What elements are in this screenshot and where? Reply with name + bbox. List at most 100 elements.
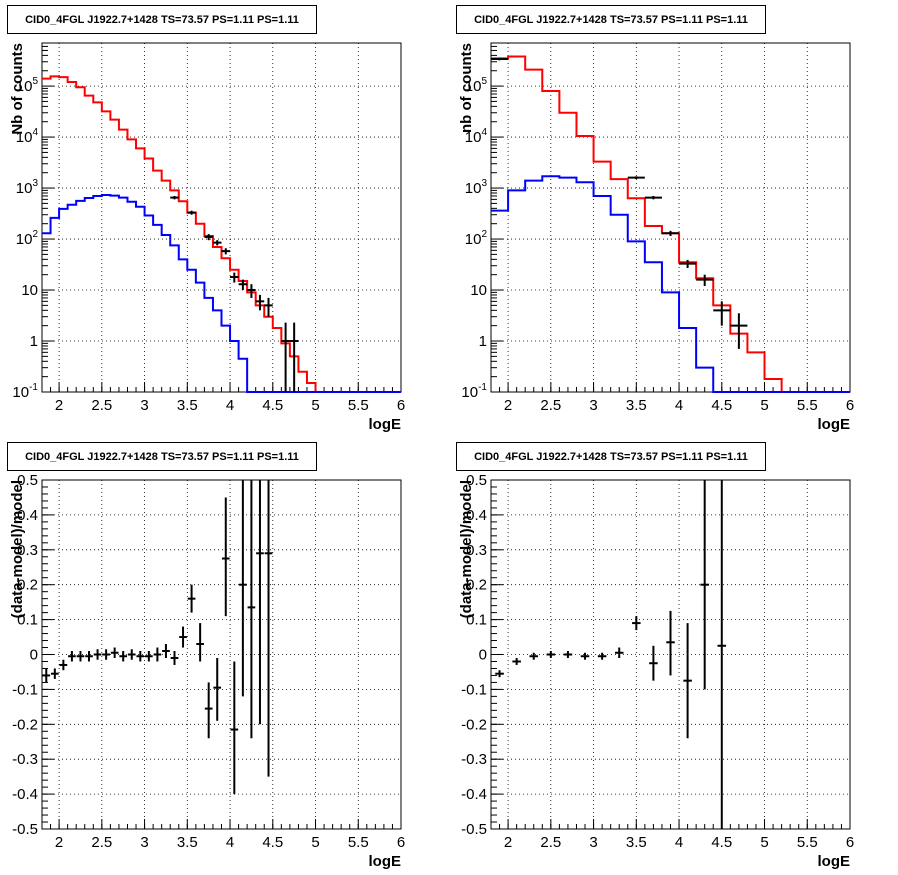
- data-point: [204, 682, 213, 739]
- data-point: [93, 649, 102, 660]
- data-point: [238, 279, 248, 291]
- y-tick-label: 0.4: [466, 507, 487, 524]
- data-point: [512, 657, 521, 665]
- data-point: [491, 57, 509, 61]
- x-tick-label: 2: [55, 397, 63, 414]
- y-tick-label: 0.4: [17, 507, 38, 524]
- x-axis-label: logE: [369, 853, 402, 870]
- x-tick-label: 2.5: [540, 397, 561, 414]
- axis-ticks: [490, 42, 851, 393]
- data-point: [644, 195, 662, 200]
- series-line: [491, 175, 850, 393]
- x-tick-label: 2: [504, 834, 512, 851]
- chart-svg: 2 2.5 3 3.5 4 4.5 5 5.5 6 -0.5 -0.4 -0.3 -0.2 -0.1 0 0.…: [458, 472, 854, 870]
- y-tick-label: -0.5: [461, 821, 487, 838]
- data-point: [730, 313, 748, 349]
- y-axis-label: (data-model)/model: [9, 480, 26, 618]
- x-tick-label: 2.5: [91, 397, 112, 414]
- y-tick-label: 0.3: [17, 542, 38, 559]
- y-axis-label: (data-model)/model: [458, 480, 475, 618]
- data-point: [110, 647, 119, 658]
- data-point: [289, 322, 299, 392]
- data-point: [679, 259, 697, 269]
- data-point: [170, 195, 179, 200]
- data-point: [264, 297, 273, 317]
- x-tick-label: 6: [397, 834, 405, 851]
- x-tick-label: 3.5: [177, 834, 198, 851]
- y-tick-label: -0.3: [461, 751, 487, 768]
- y-tick-label: 10-1: [12, 382, 38, 401]
- data-point: [264, 480, 273, 777]
- data-point: [627, 176, 645, 180]
- y-axis-label: nb of counts: [458, 43, 475, 133]
- plot-frame: [41, 42, 402, 393]
- y-tick-label: -0.2: [461, 716, 487, 733]
- data-point: [42, 668, 51, 683]
- y-tick-label: 0.5: [466, 472, 487, 489]
- y-tick-label: 102: [16, 229, 39, 248]
- chart-title: CID0_4FGL J1922.7+1428 TS=73.57 PS=1.11 …: [456, 442, 766, 471]
- x-tick-label: 4: [226, 834, 234, 851]
- chart-svg: 2 2.5 3 3.5 4 4.5 5 5.5 6 -0.5 -0.4 -0.3 -0.2 -0.1 0 0.…: [9, 472, 405, 870]
- series-line: [42, 194, 401, 393]
- x-tick-label: 5.5: [797, 397, 818, 414]
- x-tick-label: 4: [675, 834, 683, 851]
- y-tick-label: 103: [16, 178, 39, 197]
- data-point: [649, 645, 658, 681]
- plot-frame: [41, 479, 402, 830]
- data-point: [213, 657, 222, 721]
- x-tick-label: 5.5: [348, 397, 369, 414]
- data-point: [179, 626, 187, 648]
- data-point: [683, 623, 692, 739]
- data-point: [255, 294, 265, 311]
- data-point: [50, 668, 59, 679]
- data-point: [153, 647, 162, 662]
- x-tick-label: 5: [760, 397, 768, 414]
- series-line: [491, 55, 850, 393]
- x-tick-label: 6: [846, 834, 854, 851]
- y-tick-label: 103: [465, 178, 488, 197]
- data-point: [666, 610, 675, 676]
- data-point: [212, 240, 222, 246]
- x-tick-label: 3: [140, 397, 148, 414]
- x-tick-label: 5.5: [797, 834, 818, 851]
- y-tick-label: -0.5: [12, 821, 38, 838]
- data-point: [119, 651, 128, 662]
- y-tick-label: -0.4: [461, 786, 487, 803]
- y-tick-label: 0: [30, 647, 38, 664]
- data-point: [170, 651, 179, 665]
- data-point: [546, 651, 556, 658]
- data-point: [221, 248, 231, 255]
- data-point: [495, 670, 504, 678]
- y-tick-label: -0.4: [12, 786, 38, 803]
- data-point: [597, 652, 607, 660]
- x-tick-label: 5: [311, 834, 319, 851]
- data-point: [230, 272, 239, 283]
- data-point: [580, 652, 590, 660]
- data-point: [144, 651, 153, 662]
- data-point: [281, 322, 290, 392]
- y-tick-label: 10: [21, 282, 38, 299]
- data-point: [221, 497, 230, 617]
- chart-title: CID0_4FGL J1922.7+1428 TS=73.57 PS=1.11 …: [7, 442, 317, 471]
- data-point: [700, 480, 709, 690]
- x-tick-label: 2.5: [540, 834, 561, 851]
- y-tick-label: 0: [479, 647, 487, 664]
- x-tick-label: 5: [311, 397, 319, 414]
- y-tick-label: 10: [470, 282, 487, 299]
- data-point: [127, 649, 136, 660]
- y-axis-label: Nb of counts: [9, 43, 26, 135]
- x-tick-label: 3: [589, 397, 597, 414]
- data-point: [247, 284, 256, 298]
- data-point: [68, 651, 76, 662]
- x-tick-label: 4: [226, 397, 234, 414]
- x-tick-label: 4.5: [711, 834, 732, 851]
- x-tick-label: 6: [397, 397, 405, 414]
- data-point: [59, 659, 68, 671]
- x-tick-label: 2: [55, 834, 63, 851]
- data-point: [76, 651, 85, 662]
- y-tick-label: -0.3: [12, 751, 38, 768]
- y-tick-label: 1: [30, 333, 38, 350]
- plot-residuals-left: 2 2.5 3 3.5 4 4.5 5 5.5 6 -0.5 -0.4 -0.3 -0.2 -0.1 0 0.…: [0, 437, 449, 874]
- x-tick-label: 4: [675, 397, 683, 414]
